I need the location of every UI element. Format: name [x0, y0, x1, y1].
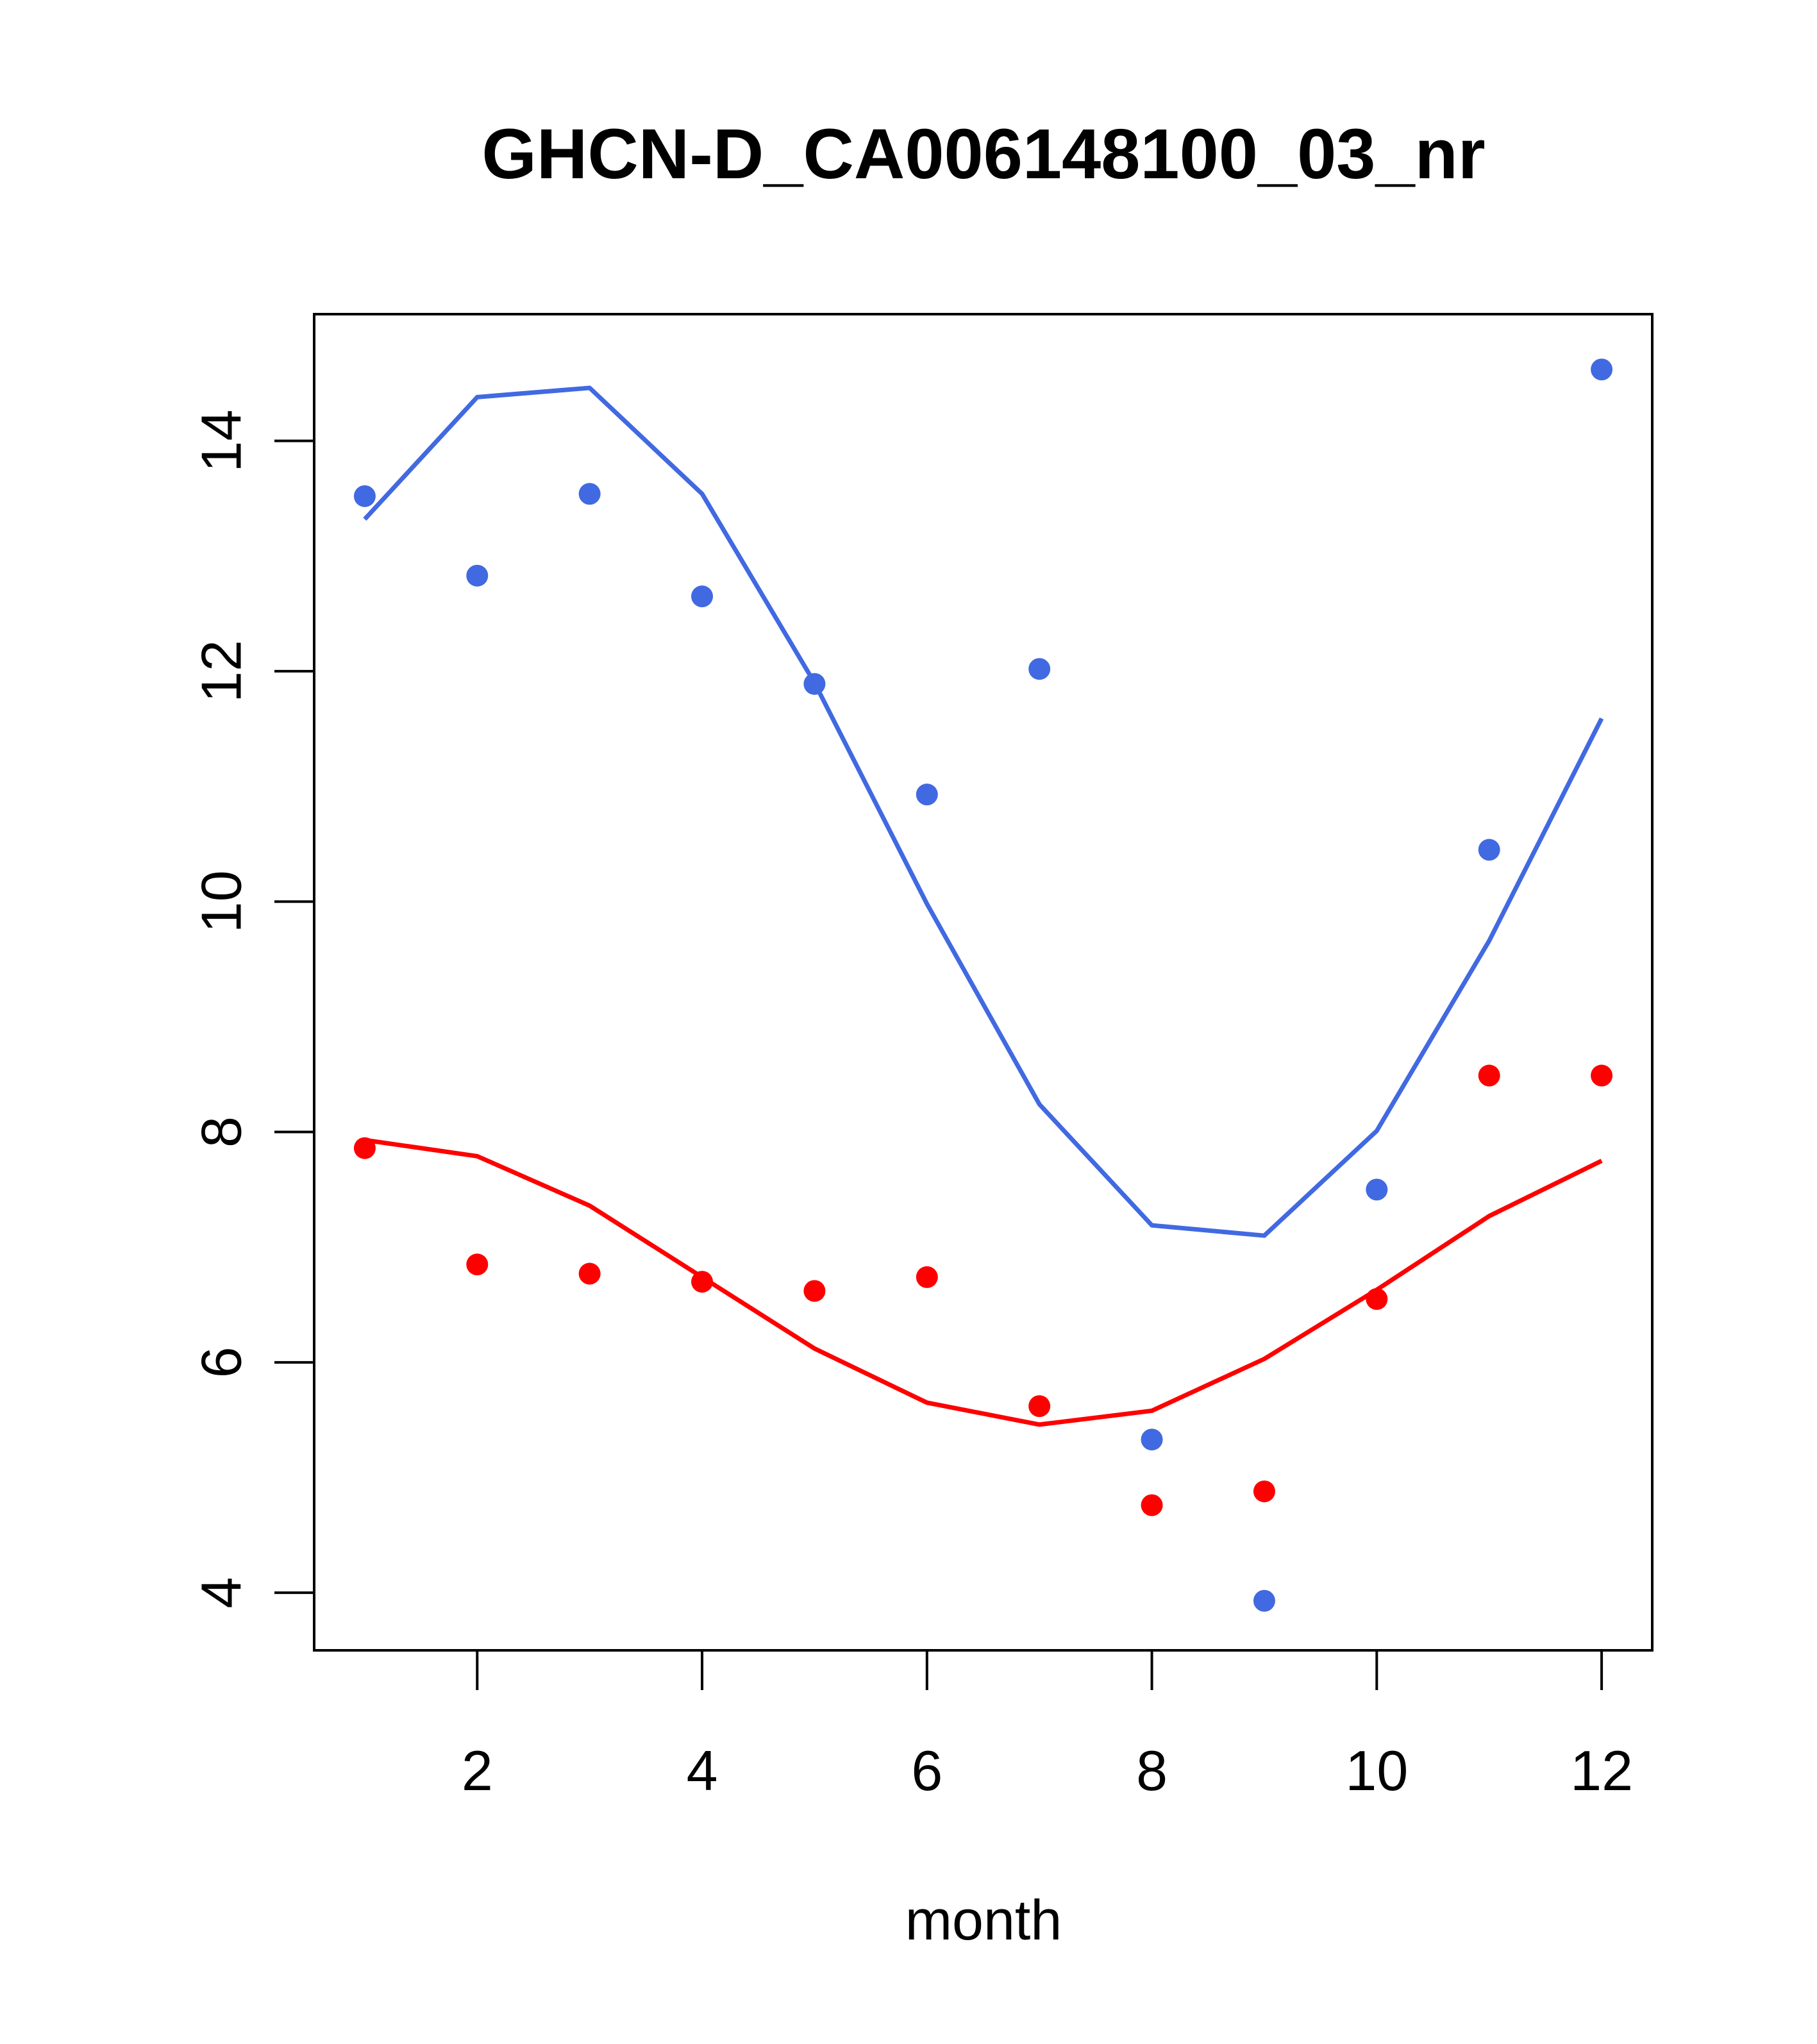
data-point [578, 1262, 601, 1285]
series-line [364, 1137, 1603, 1427]
x-tick-label: 4 [687, 1739, 718, 1802]
data-point [691, 585, 714, 608]
y-tick-label: 8 [190, 1116, 253, 1148]
data-point [1028, 1395, 1051, 1418]
data-point [466, 1253, 489, 1276]
x-tick-label: 12 [1570, 1739, 1633, 1802]
data-point [1366, 1178, 1388, 1201]
data-point [916, 1266, 938, 1288]
data-point [466, 564, 489, 587]
chart-title: GHCN-D_CA006148100_03_nr [481, 115, 1485, 194]
series-line [363, 385, 1604, 1238]
x-axis: 2 4 6 8 10 12 [462, 1649, 1633, 1802]
y-tick-label: 10 [190, 870, 253, 933]
data-point [1478, 839, 1500, 861]
data-point [1141, 1494, 1163, 1516]
y-tick-label: 6 [190, 1346, 253, 1378]
x-tick-label: 10 [1345, 1739, 1408, 1802]
data-point [1253, 1480, 1275, 1503]
data-point [1591, 1064, 1613, 1087]
x-tick-label: 8 [1136, 1739, 1168, 1802]
x-tick-label: 6 [911, 1739, 942, 1802]
data-point [916, 783, 938, 806]
y-axis: 4 6 8 10 12 14 [190, 410, 315, 1609]
data-point [1141, 1428, 1163, 1451]
data-point [803, 673, 826, 695]
x-axis-label: month [905, 1888, 1062, 1952]
data-point [353, 485, 376, 507]
y-tick-label: 14 [190, 410, 253, 473]
data-point [353, 1137, 376, 1159]
data-point [578, 483, 601, 505]
series-layer [353, 358, 1613, 1612]
y-tick-label: 4 [190, 1577, 253, 1609]
data-point [1478, 1064, 1500, 1087]
data-point [691, 1271, 714, 1293]
y-tick-label: 12 [190, 640, 253, 703]
plot-frame [313, 313, 1654, 1652]
data-point [1253, 1589, 1275, 1612]
data-point [1591, 358, 1613, 381]
data-point [803, 1280, 826, 1302]
x-tick-label: 2 [462, 1739, 493, 1802]
data-point [1366, 1288, 1388, 1311]
data-point [1028, 658, 1051, 680]
